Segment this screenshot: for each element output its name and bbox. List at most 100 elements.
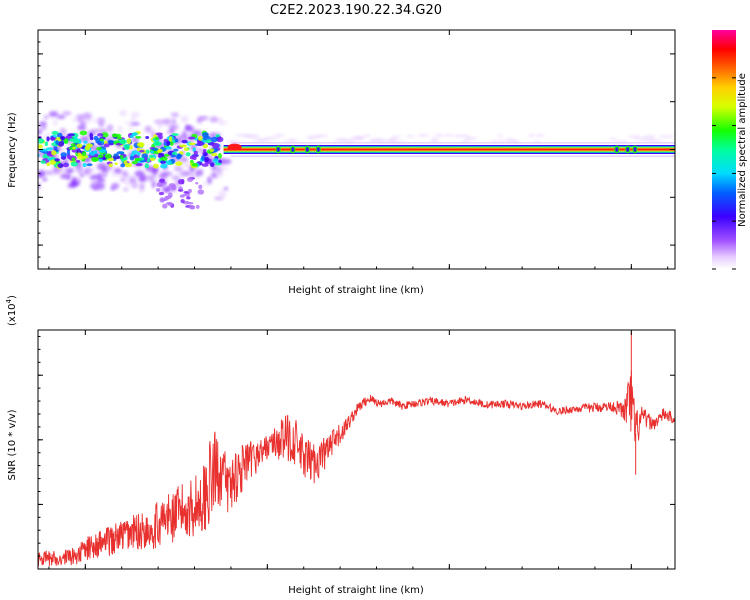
- spectrogram-blob: [70, 161, 79, 167]
- carrier-haze: [453, 134, 464, 138]
- spectrogram-blob: [144, 157, 148, 161]
- spectrogram-blob: [202, 181, 207, 187]
- spectrogram-blob: [144, 162, 149, 169]
- spectrogram-blob: [181, 139, 188, 144]
- spectrogram-blob: [130, 116, 137, 122]
- carrier-haze: [264, 136, 281, 140]
- snr-multiplier-close: ): [7, 295, 18, 299]
- spectrogram-blob: [138, 142, 144, 147]
- carrier-speckle: [276, 147, 280, 152]
- carrier-haze: [243, 134, 259, 138]
- snr-multiplier-exp: 4: [5, 298, 13, 303]
- spectrogram-blob: [216, 136, 224, 143]
- spectrogram-blob: [56, 115, 66, 119]
- spectrogram-blob: [176, 153, 182, 159]
- spectrogram-blob: [154, 136, 159, 141]
- spectrogram-blob: [62, 111, 72, 116]
- spectrogram-blob: [107, 157, 114, 162]
- spectrogram-blob: [186, 201, 194, 205]
- spectrogram-blob: [201, 163, 209, 167]
- spectrogram-blob: [172, 124, 179, 130]
- spectrogram-blob: [114, 162, 118, 166]
- spectrogram-blob: [196, 204, 200, 209]
- spectrogram-blob: [98, 158, 104, 163]
- colorbar-ticks: [712, 77, 736, 270]
- carrier-haze: [289, 138, 296, 141]
- spectrogram-blob: [114, 133, 122, 138]
- spectrogram-blob: [79, 135, 90, 143]
- spectrogram-blob: [79, 130, 88, 136]
- spectrogram-blob: [196, 147, 205, 154]
- carrier-haze: [273, 133, 286, 137]
- snr-panel: Height of straight line (km) SNR (10 * v…: [5, 295, 676, 596]
- spectrogram-blob: [82, 163, 87, 168]
- spectrogram-blob: [178, 179, 184, 185]
- spectrogram-blob: [170, 154, 177, 158]
- carrier-haze: [460, 140, 470, 144]
- spectrogram-blob: [89, 174, 99, 181]
- carrier-haze: [650, 139, 663, 143]
- carrier-haze: [256, 138, 273, 142]
- carrier-haze: [527, 134, 536, 137]
- spectrogram-blob: [146, 157, 151, 163]
- spectrogram-blob: [136, 147, 141, 152]
- spectrogram-blob: [120, 163, 126, 168]
- spectrogram-blob: [192, 156, 197, 160]
- spectrogram-blob: [119, 139, 127, 145]
- spectrogram-blob: [77, 124, 87, 131]
- spectrogram-blob: [119, 109, 127, 117]
- spectrogram-blob: [113, 153, 119, 157]
- spectrogram-ylabel: Frequency (Hz): [7, 112, 18, 188]
- spectrogram-blob: [131, 150, 139, 155]
- spectrogram-blob: [119, 155, 124, 160]
- carrier-speckle: [633, 147, 637, 152]
- spectrogram-blob: [123, 144, 130, 150]
- spectrogram-blob: [135, 135, 142, 139]
- spectrogram-blob: [175, 161, 183, 166]
- spectrogram-blob: [174, 138, 179, 143]
- spectrogram-blob: [38, 138, 45, 144]
- spectrogram-blob: [190, 205, 196, 210]
- carrier-haze: [608, 137, 618, 141]
- spectrogram-blob: [67, 133, 76, 137]
- spectrogram-blob: [171, 133, 179, 137]
- spectrogram-blob: [162, 203, 168, 209]
- spectrogram-blob: [223, 187, 229, 191]
- carrier-haze: [444, 133, 453, 137]
- carrier-haze: [406, 134, 414, 138]
- spectrogram-blob: [76, 143, 83, 148]
- spectrogram-blob: [146, 174, 156, 182]
- spectrogram-blob: [120, 177, 126, 182]
- snr-frame: [37, 329, 676, 570]
- spectrogram-blob: [166, 140, 171, 146]
- spectrogram-blob: [168, 192, 173, 198]
- spectrogram-blob: [124, 181, 131, 186]
- snr-ylabel: SNR (10 * v/v): [7, 409, 18, 480]
- spectrogram-blob: [157, 134, 163, 140]
- colorbar: Normalized spectral amplitude: [712, 30, 748, 270]
- spectrogram-blob: [83, 140, 88, 144]
- spectrogram-blob: [82, 112, 93, 120]
- spectrogram-blob: [174, 166, 183, 172]
- spectrogram-blob: [103, 143, 110, 148]
- spectrogram-blob: [38, 128, 42, 134]
- spectrogram-blob: [99, 122, 104, 128]
- spectrogram-blob: [123, 187, 129, 192]
- spectrogram-blob: [130, 176, 137, 184]
- spectrogram-blob: [131, 160, 138, 165]
- spectrogram-blob: [100, 132, 109, 138]
- spectrogram-blob: [180, 115, 189, 123]
- spectrogram-blob: [46, 136, 50, 142]
- spectrogram-blob: [111, 184, 119, 189]
- carrier-speckle: [626, 147, 630, 152]
- spectrogram-blob: [63, 138, 69, 144]
- spectrogram-blob: [165, 146, 172, 150]
- spectrogram-blob: [163, 153, 170, 157]
- spectrogram-blob: [75, 177, 81, 183]
- carrier-haze: [643, 135, 657, 138]
- carrier-haze: [533, 140, 541, 144]
- spectrogram-blob: [106, 124, 114, 132]
- carrier-haze: [497, 134, 504, 137]
- spectrogram-blob: [196, 116, 203, 124]
